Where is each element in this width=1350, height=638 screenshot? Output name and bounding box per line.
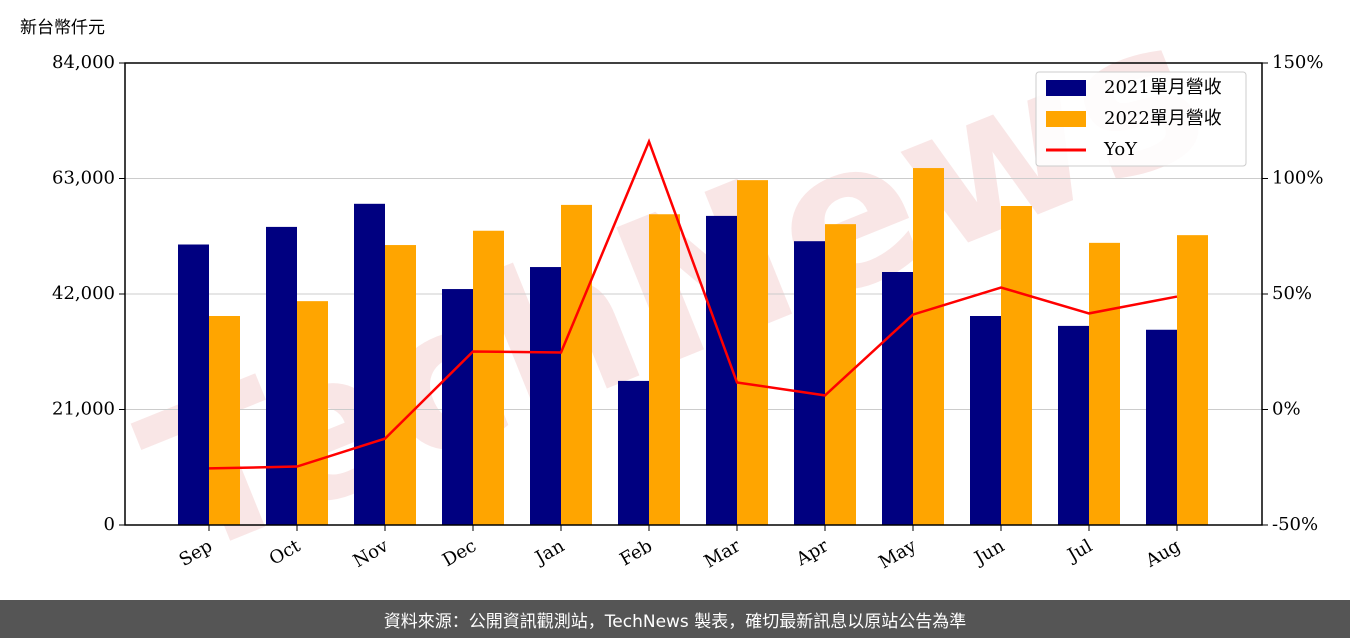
line xyxy=(208,138,1178,470)
x-tick-label: Jul xyxy=(1062,535,1096,567)
x-tick-label: Mar xyxy=(701,535,745,572)
bar xyxy=(473,230,504,525)
y-tick-label: 63,000 xyxy=(52,168,115,189)
bar xyxy=(882,272,913,525)
bar xyxy=(209,316,240,525)
bar xyxy=(354,203,385,526)
x-tick-label: Dec xyxy=(439,535,480,571)
bar xyxy=(1001,206,1032,525)
bar xyxy=(1146,329,1177,525)
bar xyxy=(970,316,1001,525)
y-tick-label: 0 xyxy=(104,514,115,535)
legend-label: YoY xyxy=(1103,139,1138,160)
bar xyxy=(825,224,856,525)
plot-frame xyxy=(124,62,1263,526)
bar xyxy=(794,241,825,525)
bar xyxy=(178,244,209,525)
y2-tick-label: 150% xyxy=(1272,52,1323,73)
bar xyxy=(737,180,768,525)
y-tick-label: 21,000 xyxy=(52,399,115,420)
y-tick-label: 84,000 xyxy=(52,52,115,73)
legend-box xyxy=(1035,71,1247,167)
bar xyxy=(442,289,473,525)
x-tick-label: Jun xyxy=(969,535,1008,570)
bar xyxy=(1058,325,1089,525)
chart: 新台幣仟元 TechNews 021,00042,00063,00084,000… xyxy=(20,0,1323,600)
bar xyxy=(385,245,416,526)
bar xyxy=(649,214,680,525)
y2-tick-label: -50% xyxy=(1272,514,1318,535)
y-axis-label: 新台幣仟元 xyxy=(20,18,105,38)
x-tick-label: Feb xyxy=(616,535,656,570)
bar xyxy=(266,226,297,525)
y2-tick-label: 0% xyxy=(1272,399,1301,420)
bar xyxy=(561,204,592,525)
bar xyxy=(618,380,649,525)
y2-tick-label: 100% xyxy=(1272,168,1323,189)
y-tick-label: 42,000 xyxy=(52,283,115,304)
footer: 資料來源：公開資訊觀測站，TechNews 製表，確切最新訊息以原站公告為準 xyxy=(0,600,1350,638)
legend-swatch xyxy=(1046,80,1086,96)
y2-tick-label: 50% xyxy=(1272,283,1312,304)
x-tick-label: Jan xyxy=(530,535,568,569)
legend-swatch xyxy=(1046,111,1086,127)
x-tick-label: May xyxy=(875,535,920,573)
x-tick-label: Aug xyxy=(1141,535,1184,572)
x-tick-label: Apr xyxy=(792,535,832,570)
bar xyxy=(913,168,944,526)
bar xyxy=(1089,242,1120,525)
legend-label: 2021單月營收 xyxy=(1104,77,1222,98)
bar xyxy=(1177,235,1208,525)
bar xyxy=(530,267,561,525)
bar xyxy=(297,301,328,525)
legend-label: 2022單月營收 xyxy=(1104,108,1222,129)
